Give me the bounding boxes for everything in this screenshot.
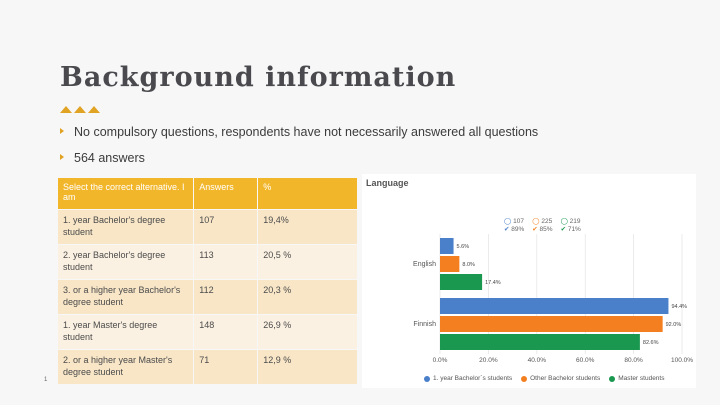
column-header: Answers <box>193 178 259 210</box>
triangle-icon <box>88 106 100 113</box>
data-label: 5.6% <box>457 244 470 250</box>
table-row: 2. or a higher year Master's degree stud… <box>58 349 358 384</box>
x-tick-label: 60.0% <box>576 357 595 364</box>
background-table: Select the correct alternative. I am Ans… <box>58 178 358 384</box>
legend-item[interactable]: 1. year Bachelor´s students <box>424 375 512 382</box>
bar <box>440 316 663 332</box>
table-cell: 148 <box>193 314 259 350</box>
table-cell: 2. or a higher year Master's degree stud… <box>58 349 195 384</box>
table-cell: 1. year Master's degree student <box>58 314 195 350</box>
category-label: English <box>413 261 436 268</box>
check-icon: ✔ <box>504 226 510 233</box>
page-number: 1 <box>44 377 48 383</box>
legend-dot-icon <box>609 375 616 382</box>
bar <box>440 238 454 254</box>
language-chart: Language ◯ 107 ✔ 89% ◯ 225 ✔ 85% ◯ 219 ✔… <box>362 174 696 388</box>
table-cell: 107 <box>193 209 259 245</box>
summary-item: ◯ 107 ✔ 89% <box>504 218 524 234</box>
table-cell: 113 <box>193 244 259 280</box>
check-icon: ✔ <box>532 226 538 233</box>
table-row: 2. year Bachelor's degree student 113 20… <box>58 244 358 280</box>
category-label: Finnish <box>413 321 436 328</box>
data-label: 8.0% <box>462 262 475 268</box>
person-icon: ◯ <box>560 218 568 225</box>
table-row: 1. year Master's degree student 148 26,9… <box>58 314 358 350</box>
table-row: 1. year Bachelor's degree student 107 19… <box>58 209 358 245</box>
legend-dot-icon <box>521 375 528 382</box>
chart-title: Language <box>366 178 409 188</box>
summary-count: ◯ 107 <box>504 218 524 225</box>
table-cell: 26,9 % <box>257 314 358 350</box>
legend-dot-icon <box>424 375 430 382</box>
data-label: 94.4% <box>671 304 687 310</box>
bullet-list: No compulsory questions, respondents hav… <box>60 124 538 176</box>
bullet-text: 564 answers <box>74 151 145 165</box>
triangle-icon <box>60 106 72 113</box>
chart-summary: ◯ 107 ✔ 89% ◯ 225 ✔ 85% ◯ 219 ✔ 71% <box>504 218 581 234</box>
x-tick-label: 80.0% <box>624 357 643 364</box>
triangle-icon <box>74 106 86 113</box>
x-tick-label: 20.0% <box>479 357 498 364</box>
table-cell: 112 <box>193 279 259 315</box>
summary-item: ◯ 219 ✔ 71% <box>561 218 581 234</box>
page-title: Background information <box>60 62 457 93</box>
table-cell: 2. year Bachelor's degree student <box>58 244 195 280</box>
table-cell: 1. year Bachelor's degree student <box>58 209 195 245</box>
column-header: % <box>257 178 358 210</box>
table-cell: 20,5 % <box>257 244 358 280</box>
legend-item[interactable]: Other Bachelor students <box>521 375 600 382</box>
chart-legend: 1. year Bachelor´s students Other Bachel… <box>424 375 664 382</box>
chart-canvas: 0.0% 20.0% 40.0% 60.0% 80.0% 100.0% English 5.6… <box>413 234 693 364</box>
data-label: 92.0% <box>666 322 682 328</box>
summary-pct: ✔ 85% <box>532 226 553 233</box>
table-cell: 3. or a higher year Bachelor's degree st… <box>58 279 195 315</box>
bullet-item: 564 answers <box>60 150 538 176</box>
data-label: 82.6% <box>643 340 659 346</box>
table-row: 3. or a higher year Bachelor's degree st… <box>58 279 358 315</box>
summary-item: ◯ 225 ✔ 85% <box>532 218 552 234</box>
column-header: Select the correct alternative. I am <box>58 178 195 210</box>
bar <box>440 298 669 314</box>
table-cell: 19,4% <box>257 209 358 245</box>
bar <box>440 274 483 290</box>
summary-pct: ✔ 71% <box>560 226 581 233</box>
summary-count: ◯ 225 <box>532 218 553 225</box>
bullet-arrow-icon <box>60 154 64 160</box>
table-cell: 12,9 % <box>257 349 358 384</box>
table-cell: 71 <box>193 349 259 384</box>
legend-item[interactable]: Master students <box>609 375 664 382</box>
bullet-arrow-icon <box>60 128 64 134</box>
bullet-item: No compulsory questions, respondents hav… <box>60 124 538 150</box>
data-label: 17.4% <box>485 280 501 286</box>
bar <box>440 256 460 272</box>
check-icon: ✔ <box>560 226 567 233</box>
x-tick-label: 100.0% <box>671 357 693 364</box>
bar <box>440 334 640 350</box>
bullet-text: No compulsory questions, respondents hav… <box>74 125 539 139</box>
table-cell: 20,3 % <box>257 279 358 315</box>
x-tick-label: 40.0% <box>528 357 547 364</box>
summary-count: ◯ 219 <box>560 218 581 225</box>
person-icon: ◯ <box>532 218 540 225</box>
summary-pct: ✔ 89% <box>504 226 525 233</box>
person-icon: ◯ <box>504 218 512 225</box>
x-tick-label: 0.0% <box>433 357 448 364</box>
table-header-row: Select the correct alternative. I am Ans… <box>58 178 358 210</box>
